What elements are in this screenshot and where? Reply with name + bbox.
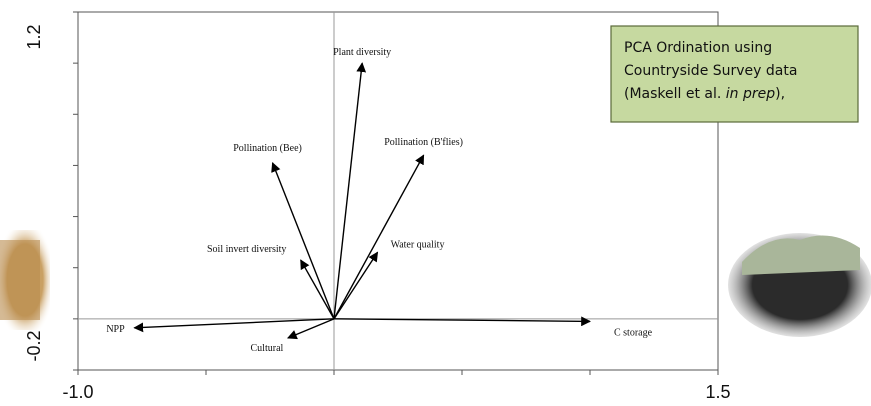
arrow-label: Pollination (B'flies) — [384, 137, 463, 148]
plot-frame — [77, 11, 719, 371]
annotation-line: PCA Ordination using — [624, 40, 772, 56]
arrow-label: NPP — [106, 324, 125, 335]
arrow-label: C storage — [614, 327, 653, 338]
plot-layer: -1.0 1.5 -0.2 1.2 Plant diversity Pollination… — [24, 11, 731, 402]
annotation-text: ), — [775, 86, 785, 102]
soil-photo — [728, 233, 871, 337]
arrow-label: Water quality — [391, 239, 445, 250]
arrow-label: Cultural — [251, 343, 284, 354]
loading-arrow — [271, 161, 335, 320]
loading-arrow — [133, 318, 335, 333]
loading-arrow — [333, 154, 425, 320]
y-tick-label: -0.2 — [24, 330, 44, 361]
loading-arrow — [300, 259, 335, 320]
arrow-label: Pollination (Bee) — [233, 143, 302, 154]
loading-arrow — [287, 318, 335, 340]
annotation-text: (Maskell et al. — [624, 86, 726, 102]
annotation-italic: in prep — [726, 86, 775, 102]
annotation-bg — [610, 25, 859, 123]
annotation-box: PCA Ordination using Countryside Survey … — [610, 25, 859, 123]
arrow-label: Soil invert diversity — [207, 244, 286, 255]
annotation-line: (Maskell et al. in prep), — [624, 86, 785, 102]
y-tick-label: 1.2 — [24, 24, 44, 49]
x-tick-label: 1.5 — [705, 382, 730, 402]
loading-arrow — [333, 251, 379, 320]
loading-arrow — [333, 62, 367, 319]
loading-arrow — [333, 316, 591, 327]
x-tick-label: -1.0 — [62, 382, 93, 402]
annotation-line: Countryside Survey data — [624, 63, 797, 79]
field-photo — [0, 230, 50, 330]
arrow-label: Plant diversity — [333, 47, 391, 58]
